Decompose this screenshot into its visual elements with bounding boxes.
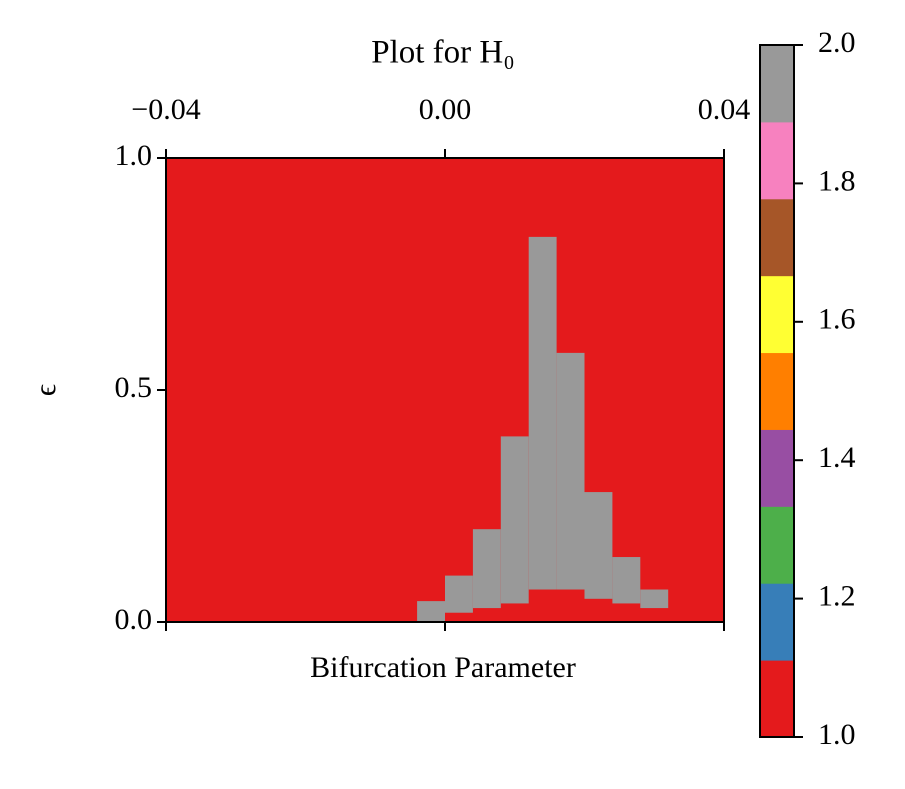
heatmap-cell	[640, 589, 669, 609]
colorbar-segment	[760, 198, 794, 277]
heatmap-cell	[417, 601, 445, 622]
heatmap-background	[166, 158, 724, 622]
colorbar-segment	[760, 352, 794, 430]
y-tick-label: 1.0	[115, 139, 153, 172]
y-tick-label: 0.0	[115, 603, 153, 636]
heatmap-cell	[500, 436, 529, 604]
colorbar-tick-label: 1.0	[818, 718, 856, 751]
heatmap-cell	[612, 557, 641, 604]
colorbar-segment	[760, 429, 794, 507]
x-tick-label: 0.04	[698, 93, 751, 126]
colorbar-tick-label: 1.6	[818, 303, 856, 336]
y-axis-label: ϵ	[29, 384, 62, 396]
heatmap-cell	[445, 575, 473, 613]
colorbar-segment	[760, 660, 794, 738]
colorbar-segment	[760, 583, 794, 661]
colorbar-segment	[760, 121, 794, 200]
heatmap-cell	[472, 529, 501, 609]
heatmap-cell	[528, 236, 557, 590]
colorbar-segment	[760, 506, 794, 584]
colorbar-tick-label: 1.8	[818, 164, 856, 197]
colorbar-segment	[760, 275, 794, 354]
colorbar-tick-label: 1.2	[818, 579, 856, 612]
x-tick-label: 0.00	[419, 93, 472, 126]
heatmap-cell	[556, 352, 585, 590]
colorbar-frame	[759, 44, 795, 738]
colorbar-segment	[760, 45, 794, 123]
colorbar-tick-label: 1.4	[818, 441, 856, 474]
heatmap-cell	[584, 492, 613, 599]
y-tick-label: 0.5	[115, 371, 153, 404]
colorbar-tick-label: 2.0	[818, 26, 856, 59]
x-axis-label: Bifurcation Parameter	[310, 651, 576, 684]
x-tick-label: −0.04	[131, 93, 200, 126]
chart-title: Plot for H₀	[371, 35, 515, 71]
